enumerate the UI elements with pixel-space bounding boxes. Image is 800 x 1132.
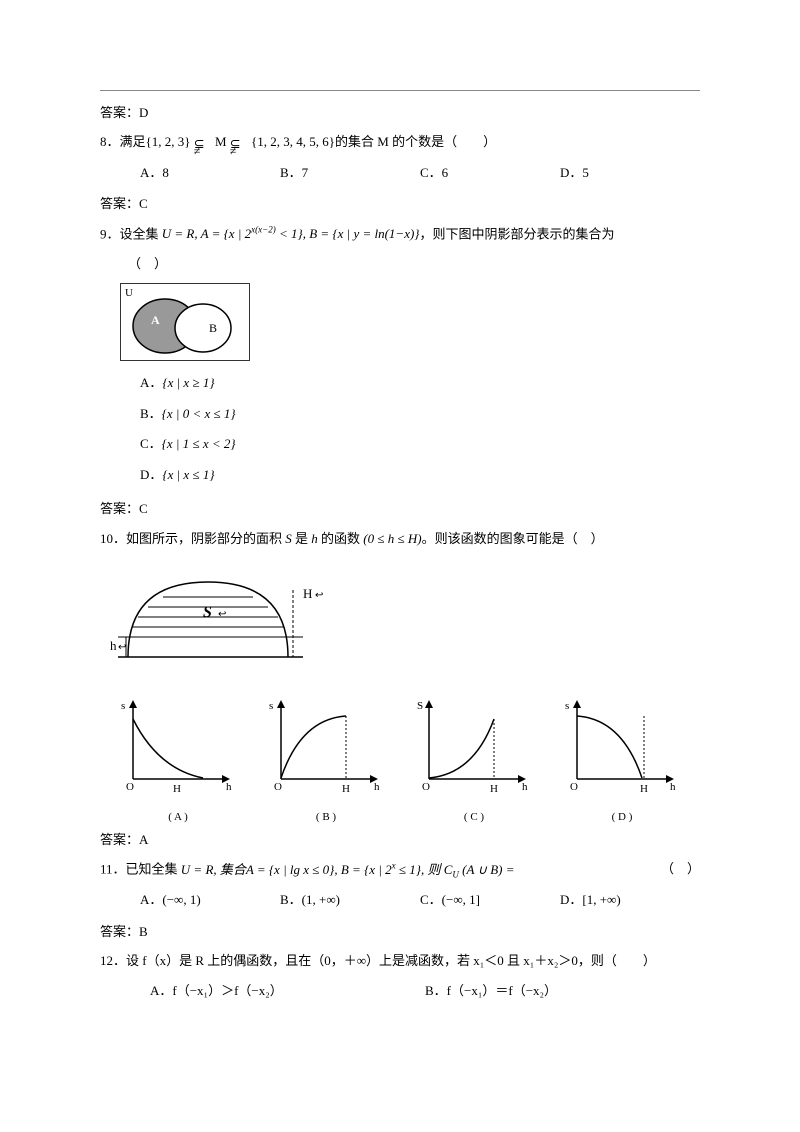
q9-pre: 9．设全集 bbox=[100, 226, 162, 241]
svg-text:O: O bbox=[570, 781, 578, 793]
q9-opt-d: D．{x | x ≤ 1} bbox=[140, 461, 700, 490]
graph-b: s h O H bbox=[266, 694, 386, 804]
q8-options: A．8 B．7 C．6 D．5 bbox=[100, 161, 700, 184]
svg-text:S: S bbox=[417, 700, 423, 712]
q11-pre: 11．已知全集 bbox=[100, 862, 181, 877]
q10-pre: 10．如图所示，阴影部分的面积 bbox=[100, 531, 285, 546]
q12-opt-a: A．f（−x₁）＞f（−x₂） bbox=[150, 979, 425, 1002]
svg-text:S: S bbox=[203, 604, 212, 621]
q9-opt-a: A．{x | x ≥ 1} bbox=[140, 369, 700, 398]
svg-text:↩: ↩ bbox=[315, 590, 323, 601]
q11-math: U = R, 集合A = {x | lg x ≤ 0}, B = {x | 2x… bbox=[181, 862, 515, 877]
subset-neq-icon-2 bbox=[230, 132, 248, 155]
top-rule bbox=[100, 90, 700, 91]
q8-mid: M bbox=[212, 134, 230, 149]
q12-options: A．f（−x₁）＞f（−x₂） B．f（−x₁）＝f（−x₂） bbox=[100, 979, 700, 1002]
svg-text:h: h bbox=[670, 781, 676, 793]
svg-text:H: H bbox=[490, 783, 498, 794]
question-9: 9．设全集 U = R, A = {x | 2x(x−2) < 1}, B = … bbox=[100, 222, 700, 246]
graph-row: s h O H s h O H S h O bbox=[118, 694, 700, 804]
svg-text:h: h bbox=[226, 781, 232, 793]
svg-text:H: H bbox=[173, 783, 181, 794]
svg-text:H: H bbox=[303, 586, 312, 601]
svg-text:h: h bbox=[522, 781, 528, 793]
venn-svg: A B bbox=[121, 284, 249, 360]
graph-c: S h O H bbox=[414, 694, 534, 804]
graph-labels: ( A ) ( B ) ( C ) ( D ) bbox=[118, 808, 700, 828]
q11-opt-b: B．(1, +∞) bbox=[280, 888, 420, 911]
svg-text:O: O bbox=[422, 781, 430, 793]
question-8: 8．满足{1, 2, 3} M {1, 2, 3, 4, 5, 6}的集合 M … bbox=[100, 130, 700, 155]
svg-text:H: H bbox=[640, 783, 648, 794]
q11-opt-a: A．(−∞, 1) bbox=[140, 888, 280, 911]
q10-mid: 是 bbox=[292, 531, 312, 546]
q9-math-1: U = R, A = {x | 2x(x−2) < 1}, B = {x | y… bbox=[162, 226, 420, 241]
venn-a-text: A bbox=[151, 313, 160, 327]
svg-text:s: s bbox=[269, 700, 273, 712]
dome-figure: S ↩ H ↩ h ↩ bbox=[108, 562, 328, 682]
q8-opt-c: C．6 bbox=[420, 161, 560, 184]
svg-text:H: H bbox=[342, 783, 350, 794]
q9-answers: A．{x | x ≥ 1} B．{x | 0 < x ≤ 1} C．{x | 1… bbox=[140, 369, 700, 489]
svg-text:O: O bbox=[126, 781, 134, 793]
answer-7: 答案：D bbox=[100, 101, 700, 124]
q8-text-1: 8．满足{1, 2, 3} bbox=[100, 134, 194, 149]
lbl-c: ( C ) bbox=[414, 808, 534, 828]
q9-opt-b: B．{x | 0 < x ≤ 1} bbox=[140, 400, 700, 429]
answer-10: 答案：A bbox=[100, 828, 700, 851]
svg-text:↩: ↩ bbox=[118, 642, 126, 653]
svg-text:h: h bbox=[110, 638, 117, 653]
answer-11: 答案：B bbox=[100, 920, 700, 943]
venn-b-text: B bbox=[209, 321, 217, 335]
question-10: 10．如图所示，阴影部分的面积 S 是 h 的函数 (0 ≤ h ≤ H)。则该… bbox=[100, 527, 700, 550]
svg-text:↩: ↩ bbox=[218, 609, 226, 620]
q11-blank: （ ） bbox=[661, 857, 700, 882]
graph-a: s h O H bbox=[118, 694, 238, 804]
lbl-d: ( D ) bbox=[562, 808, 682, 828]
lbl-b: ( B ) bbox=[266, 808, 386, 828]
svg-text:s: s bbox=[565, 700, 569, 712]
subset-neq-icon-1 bbox=[194, 132, 212, 155]
q11-opt-d: D．[1, +∞) bbox=[560, 888, 700, 911]
question-12: 12．设 f（x）是 R 上的偶函数，且在（0，＋∞）上是减函数，若 x₁＜0 … bbox=[100, 949, 700, 972]
svg-text:s: s bbox=[121, 700, 125, 712]
svg-text:h: h bbox=[374, 781, 380, 793]
q10-post: 。则该函数的图象可能是（ ） bbox=[422, 531, 604, 546]
q8-opt-a: A．8 bbox=[140, 161, 280, 184]
q9-blank: （ ） bbox=[100, 252, 700, 275]
dome-svg: S ↩ H ↩ h ↩ bbox=[108, 562, 328, 682]
answer-9: 答案：C bbox=[100, 497, 700, 520]
q8-opt-d: D．5 bbox=[560, 161, 700, 184]
q10-range: (0 ≤ h ≤ H) bbox=[363, 531, 421, 546]
q8-opt-b: B．7 bbox=[280, 161, 420, 184]
svg-text:O: O bbox=[274, 781, 282, 793]
q11-options: A．(−∞, 1) B．(1, +∞) C．(−∞, 1] D．[1, +∞) bbox=[100, 888, 700, 911]
question-11: 11．已知全集 U = R, 集合A = {x | lg x ≤ 0}, B =… bbox=[100, 857, 700, 882]
graph-d: s h O H bbox=[562, 694, 682, 804]
q12-opt-b: B．f（−x₁）＝f（−x₂） bbox=[425, 979, 700, 1002]
q11-opt-c: C．(−∞, 1] bbox=[420, 888, 560, 911]
q9-post: ，则下图中阴影部分表示的集合为 bbox=[420, 226, 615, 241]
lbl-a: ( A ) bbox=[118, 808, 238, 828]
q8-text-2: {1, 2, 3, 4, 5, 6}的集合 M 的个数是（ ） bbox=[248, 134, 496, 149]
q9-opt-c: C．{x | 1 ≤ x < 2} bbox=[140, 430, 700, 459]
answer-8: 答案：C bbox=[100, 192, 700, 215]
q10-mid2: 的函数 bbox=[318, 531, 364, 546]
venn-diagram: U A B bbox=[120, 283, 250, 361]
